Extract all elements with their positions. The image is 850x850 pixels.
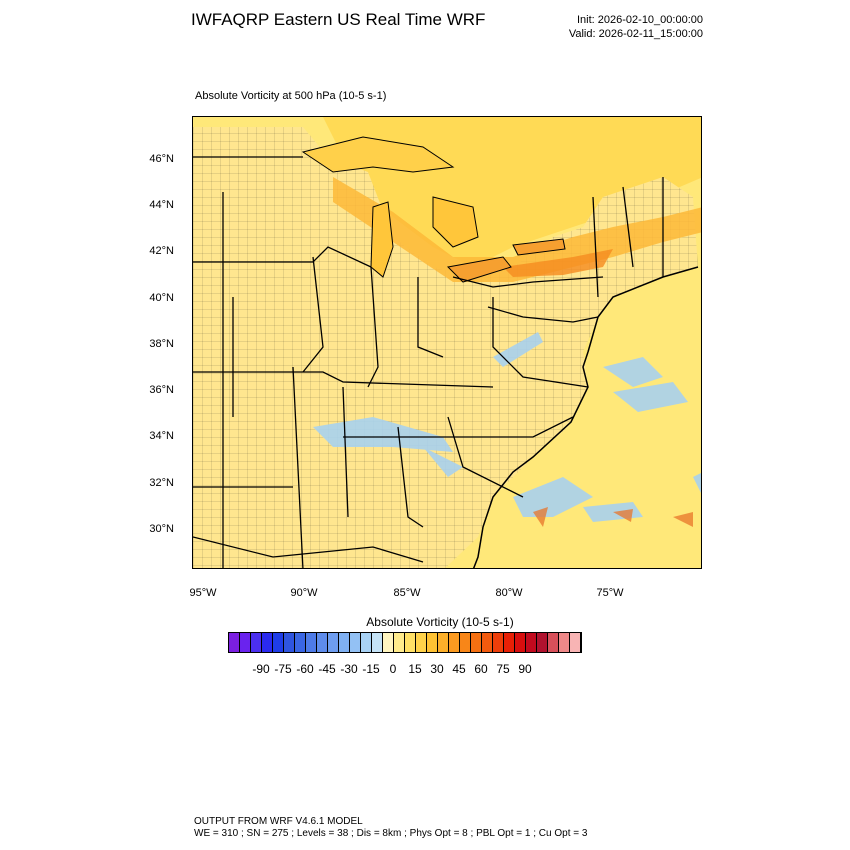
lat-label: 46°N — [149, 153, 174, 165]
timestamps: Init: 2026-02-10_00:00:00 Valid: 2026-02… — [520, 13, 703, 41]
colorbar-swatch — [537, 633, 548, 652]
colorbar — [228, 632, 582, 653]
colorbar-tick-label: 15 — [408, 662, 422, 676]
colorbar-tick-label: 75 — [496, 662, 510, 676]
colorbar-swatch — [471, 633, 482, 652]
lat-label: 44°N — [149, 199, 174, 211]
map-panel — [192, 116, 702, 569]
colorbar-swatch — [548, 633, 559, 652]
state-borders — [193, 156, 664, 568]
colorbar-tick-label: -45 — [318, 662, 336, 676]
colorbar-tick-label: -75 — [274, 662, 292, 676]
colorbar-swatch — [339, 633, 350, 652]
coastline — [472, 351, 589, 568]
colorbar-swatch — [229, 633, 240, 652]
lon-label: 75°W — [596, 587, 624, 599]
colorbar-tick-label: 0 — [389, 662, 397, 676]
lat-label: 36°N — [149, 384, 174, 396]
colorbar-swatch — [317, 633, 328, 652]
init-time: Init: 2026-02-10_00:00:00 — [577, 14, 703, 26]
colorbar-swatch — [273, 633, 284, 652]
colorbar-swatch — [394, 633, 405, 652]
colorbar-tick-label: -15 — [362, 662, 380, 676]
colorbar-swatch — [427, 633, 438, 652]
footer-line-2: WE = 310 ; SN = 275 ; Levels = 38 ; Dis … — [194, 828, 588, 839]
colorbar-tick-label: 60 — [474, 662, 488, 676]
coastline-north — [587, 266, 699, 353]
lon-label: 80°W — [495, 587, 523, 599]
lat-label: 30°N — [149, 523, 174, 535]
colorbar-tick-label: -30 — [340, 662, 358, 676]
positive-spots — [533, 507, 693, 527]
colorbar-swatch — [449, 633, 460, 652]
page-title: IWFAQRP Eastern US Real Time WRF — [191, 10, 486, 29]
lat-label: 32°N — [149, 477, 174, 489]
colorbar-swatch — [372, 633, 383, 652]
colorbar-swatch — [559, 633, 570, 652]
lon-label: 95°W — [189, 587, 217, 599]
colorbar-tick-label: -90 — [252, 662, 270, 676]
colorbar-swatch — [262, 633, 273, 652]
colorbar-swatch — [251, 633, 262, 652]
colorbar-swatch — [482, 633, 493, 652]
colorbar-swatch — [438, 633, 449, 652]
colorbar-title: Absolute Vorticity (10-5 s-1) — [366, 615, 514, 629]
colorbar-swatch — [416, 633, 427, 652]
colorbar-labels: -90 -75 -60 -45 -30 -15 0 15 30 45 60 75 90 — [0, 662, 850, 678]
footer-line-1: OUTPUT FROM WRF V4.6.1 MODEL — [194, 816, 363, 827]
colorbar-swatch — [295, 633, 306, 652]
vorticity-max — [503, 249, 613, 277]
vorticity-map — [193, 117, 701, 568]
county-boundaries — [193, 127, 698, 568]
colorbar-tick-label: 45 — [452, 662, 466, 676]
colorbar-swatch — [570, 633, 581, 652]
lon-label: 90°W — [290, 587, 318, 599]
colorbar-swatch — [515, 633, 526, 652]
colorbar-swatch — [240, 633, 251, 652]
lake-erie — [446, 256, 512, 283]
lake-michigan — [370, 201, 394, 278]
colorbar-swatch — [526, 633, 537, 652]
lon-label: 85°W — [393, 587, 421, 599]
colorbar-swatch — [405, 633, 416, 652]
colorbar-swatch — [383, 633, 394, 652]
lake-ontario — [512, 238, 566, 256]
field-label: Absolute Vorticity at 500 hPa (10-5 s-1) — [195, 90, 387, 102]
valid-time: Valid: 2026-02-11_15:00:00 — [568, 28, 703, 40]
model-footer: OUTPUT FROM WRF V4.6.1 MODEL WE = 310 ; … — [194, 816, 587, 840]
colorbar-swatch — [328, 633, 339, 652]
lake-huron — [432, 196, 479, 248]
colorbar-tick-label: -60 — [296, 662, 314, 676]
colorbar-swatch — [284, 633, 295, 652]
colorbar-swatch — [493, 633, 504, 652]
colorbar-swatch — [350, 633, 361, 652]
lat-label: 34°N — [149, 430, 174, 442]
colorbar-swatch — [504, 633, 515, 652]
colorbar-tick-label: 90 — [518, 662, 532, 676]
lat-label: 42°N — [149, 245, 174, 257]
lat-label: 40°N — [149, 292, 174, 304]
colorbar-swatch — [306, 633, 317, 652]
lat-label: 38°N — [149, 338, 174, 350]
colorbar-swatch — [361, 633, 372, 652]
lake-superior — [301, 136, 455, 173]
colorbar-tick-label: 30 — [430, 662, 444, 676]
colorbar-swatch — [460, 633, 471, 652]
